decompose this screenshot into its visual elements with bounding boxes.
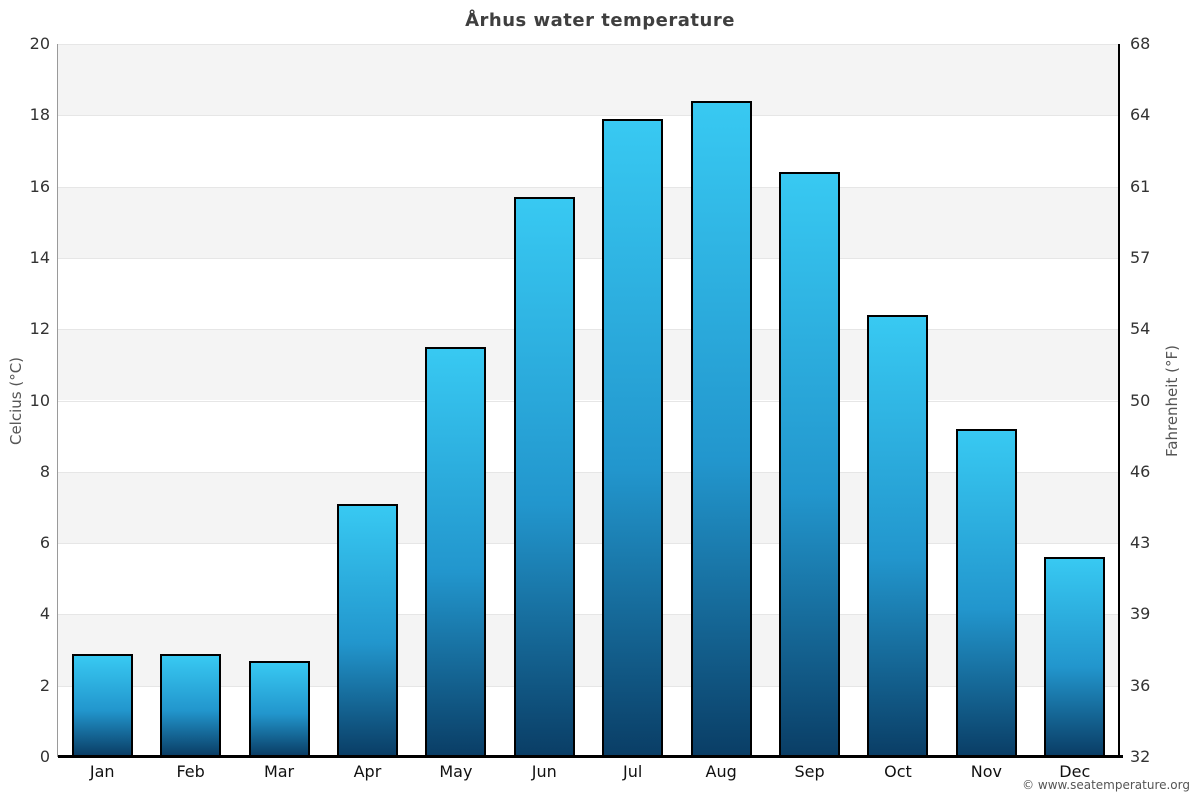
gridline (58, 257, 1119, 259)
left-y-tick-label: 16 (29, 176, 50, 196)
x-axis-line (58, 755, 1123, 758)
gridline (58, 685, 1119, 687)
left-y-tick-label: 8 (39, 461, 50, 481)
bar-may[interactable] (425, 347, 487, 757)
x-tick-label-may: May (439, 762, 473, 781)
right-y-tick-label: 68 (1130, 34, 1151, 53)
left-y-tick-label: 18 (29, 105, 50, 125)
x-tick-label-sep: Sep (794, 762, 825, 781)
gridline (58, 471, 1119, 473)
x-tick-label-oct: Oct (884, 762, 912, 781)
plot-band (58, 543, 1119, 615)
right-y-tick-label: 32 (1130, 747, 1151, 766)
gridline (58, 115, 1119, 117)
plot-band (58, 685, 1119, 757)
left-y-tick-label: 20 (29, 34, 50, 53)
left-y-tick-label: 10 (29, 390, 50, 410)
plot-band (58, 400, 1119, 472)
bar-jun[interactable] (513, 197, 575, 757)
gridline (58, 614, 1119, 616)
gridline (58, 400, 1119, 402)
right-y-tick-label: 50 (1130, 390, 1151, 410)
plot-band (58, 44, 1119, 116)
bar-aug[interactable] (690, 101, 752, 757)
x-tick-label-nov: Nov (970, 762, 1002, 781)
right-y-tick-label: 46 (1130, 461, 1151, 481)
bar-jul[interactable] (602, 118, 664, 757)
bar-sep[interactable] (779, 172, 841, 757)
bar-apr[interactable] (336, 503, 398, 757)
plot-band (58, 329, 1119, 401)
right-y-tick-label: 64 (1130, 105, 1151, 125)
x-tick-label-dec: Dec (1059, 762, 1091, 781)
plot-band (58, 614, 1119, 686)
left-y-axis-line (57, 44, 58, 757)
plot-band (58, 257, 1119, 330)
gridline (58, 543, 1119, 545)
x-tick-label-aug: Aug (705, 762, 737, 781)
bar-oct[interactable] (867, 314, 929, 757)
bar-nov[interactable] (955, 429, 1017, 757)
x-tick-label-jul: Jul (623, 762, 643, 781)
right-y-tick-label: 43 (1130, 533, 1151, 553)
plot-area (58, 44, 1119, 757)
left-y-tick-label: 0 (39, 747, 50, 766)
left-y-tick-label: 2 (39, 675, 50, 695)
x-tick-label-apr: Apr (353, 762, 382, 781)
right-y-tick-label: 36 (1130, 675, 1151, 695)
copyright-credit-link[interactable]: © www.seatemperature.org (1022, 778, 1190, 792)
plot-band (58, 186, 1119, 258)
gridline (58, 329, 1119, 331)
bar-jan[interactable] (71, 653, 133, 757)
gridline (58, 186, 1119, 188)
gridline (58, 44, 1119, 45)
x-tick-label-feb: Feb (176, 762, 205, 781)
left-y-tick-label: 4 (39, 604, 50, 624)
left-y-tick-label: 12 (29, 319, 50, 339)
right-y-axis-title: Fahrenheit (°F) (1163, 345, 1181, 457)
left-y-tick-label: 6 (39, 533, 50, 553)
plot-band (58, 471, 1119, 544)
bar-mar[interactable] (248, 660, 310, 757)
right-y-tick-label: 57 (1130, 247, 1151, 267)
right-y-tick-label: 39 (1130, 604, 1151, 624)
bar-dec[interactable] (1044, 557, 1106, 757)
plot-band (58, 115, 1119, 187)
x-tick-label-jun: Jun (531, 762, 557, 781)
right-y-tick-label: 54 (1130, 319, 1151, 339)
right-y-axis-line (1118, 44, 1120, 757)
x-tick-label-jan: Jan (89, 762, 115, 781)
x-tick-label-mar: Mar (263, 762, 295, 781)
right-y-tick-label: 61 (1130, 176, 1151, 196)
left-y-tick-label: 14 (29, 247, 50, 267)
bar-feb[interactable] (160, 653, 222, 757)
chart-title: Århus water temperature (465, 10, 735, 31)
